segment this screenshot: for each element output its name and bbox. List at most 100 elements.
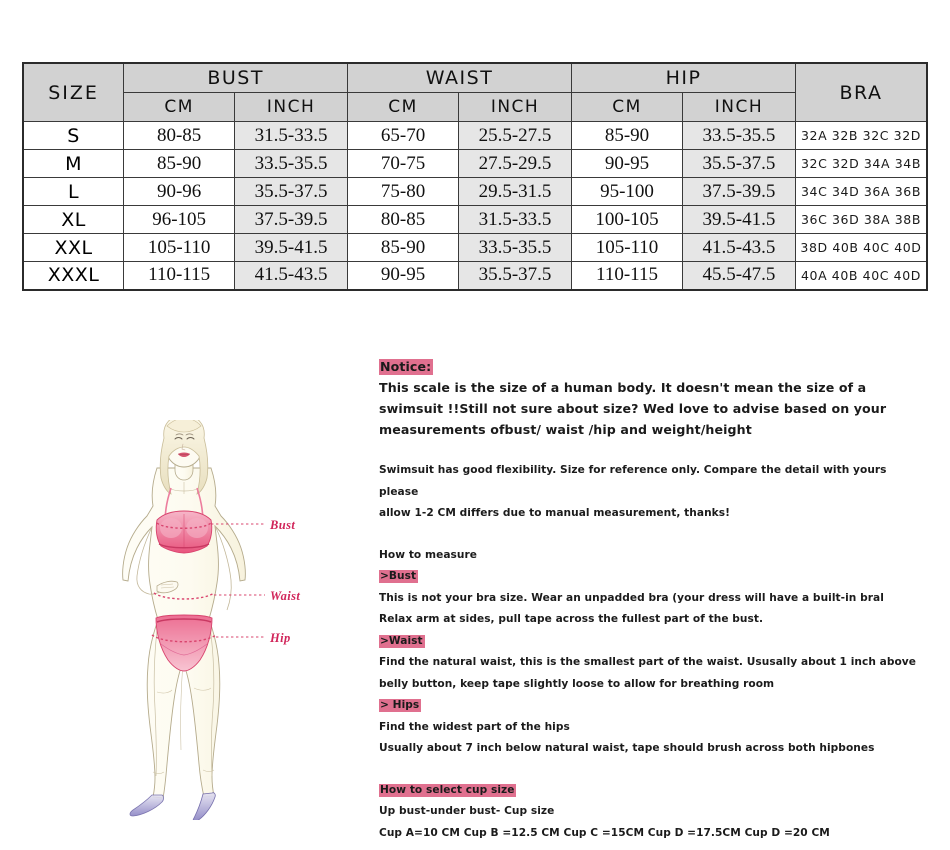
cell-hip-cm: 105-110 [571, 233, 683, 262]
table-row: M 85-90 33.5-35.5 70-75 27.5-29.5 90-95 … [22, 149, 928, 178]
cell-waist-inch: 25.5-27.5 [458, 121, 573, 150]
cell-waist-cm: 70-75 [347, 149, 460, 178]
cell-size: XXXL [22, 261, 125, 290]
notice-heading-row: Notice: [379, 356, 924, 377]
cell-waist-cm: 75-80 [347, 177, 460, 206]
col-header-size: SIZE [22, 62, 125, 122]
col-header-waist: WAIST [347, 62, 573, 93]
cup-line-1: Up bust-under bust- Cup size [379, 805, 555, 817]
cup-heading-row: How to select cup size [379, 780, 924, 802]
notice-line-3: measurements ofbust/ waist /hip and weig… [379, 422, 752, 437]
cell-hip-cm: 90-95 [571, 149, 683, 178]
flexibility-line-2: allow 1-2 CM differs due to manual measu… [379, 507, 730, 519]
cell-size: M [22, 149, 125, 178]
cell-waist-inch: 29.5-31.5 [458, 177, 573, 206]
cup-line-2: Cup A=10 CM Cup B =12.5 CM Cup C =15CM C… [379, 826, 830, 839]
cell-bra: 40A 40B 40C 40D [794, 261, 928, 290]
bust-line-1: This is not your bra size. Wear an unpad… [379, 591, 884, 604]
col-header-bust: BUST [123, 62, 349, 93]
cell-bust-inch: 33.5-35.5 [234, 149, 349, 178]
cell-waist-cm: 90-95 [347, 261, 460, 290]
cell-bra: 32A 32B 32C 32D [794, 121, 928, 150]
notice-line-1: This scale is the size of a human body. … [379, 380, 867, 395]
figure-shoes [129, 792, 216, 820]
bust-heading-row: >Bust [379, 566, 924, 588]
bust-section-heading: >Bust [379, 570, 419, 583]
cup-size-heading: How to select cup size [379, 783, 517, 797]
cell-bust-inch: 41.5-43.5 [234, 261, 349, 290]
cell-bust-cm: 110-115 [123, 261, 236, 290]
cell-bra: 32C 32D 34A 34B [794, 149, 928, 178]
table-row: XXL 105-110 39.5-41.5 85-90 33.5-35.5 10… [22, 233, 928, 262]
figure-bikini-bottom [155, 614, 213, 672]
size-chart-table: SIZE BUST WAIST HIP BRA CM INCH CM INCH … [22, 62, 928, 291]
cell-waist-inch: 35.5-37.5 [458, 261, 573, 290]
cell-bust-inch: 37.5-39.5 [234, 205, 349, 234]
cell-waist-cm: 85-90 [347, 233, 460, 262]
body-measurement-illustration: Bust Waist Hip [95, 420, 310, 820]
cell-bust-inch: 39.5-41.5 [234, 233, 349, 262]
cell-bust-cm: 96-105 [123, 205, 236, 234]
hips-line-1: Find the widest part of the hips [379, 720, 570, 733]
table-header-group-row: SIZE BUST WAIST HIP BRA [22, 62, 928, 122]
figure-body [122, 420, 246, 799]
cell-size: L [22, 177, 125, 206]
cell-hip-cm: 100-105 [571, 205, 683, 234]
label-waist: Waist [270, 589, 300, 603]
label-bust: Bust [269, 518, 295, 532]
col-subheader-bust-cm: CM [123, 92, 236, 122]
waist-line-1: Find the natural waist, this is the smal… [379, 656, 916, 668]
cell-bust-inch: 31.5-33.5 [234, 121, 349, 150]
flexibility-line-1: Swimsuit has good flexibility. Size for … [379, 464, 887, 498]
cell-hip-cm: 85-90 [571, 121, 683, 150]
female-figure-svg: Bust Waist Hip [122, 420, 300, 820]
col-header-bra: BRA [794, 62, 928, 122]
cell-size: XXL [22, 233, 125, 262]
cell-bra: 38D 40B 40C 40D [794, 233, 928, 262]
cell-waist-inch: 31.5-33.5 [458, 205, 573, 234]
waist-line-2: belly button, keep tape slightly loose t… [379, 677, 775, 690]
table-row: XXXL 110-115 41.5-43.5 90-95 35.5-37.5 1… [22, 261, 928, 290]
cell-hip-cm: 95-100 [571, 177, 683, 206]
cell-waist-cm: 80-85 [347, 205, 460, 234]
notice-text-panel: Notice: This scale is the size of a huma… [379, 356, 924, 844]
cell-bust-cm: 105-110 [123, 233, 236, 262]
spacer [379, 440, 924, 460]
waist-section-heading: >Waist [379, 634, 425, 648]
cell-waist-inch: 33.5-35.5 [458, 233, 573, 262]
table-body: S 80-85 31.5-33.5 65-70 25.5-27.5 85-90 … [22, 121, 928, 290]
cell-waist-cm: 65-70 [347, 121, 460, 150]
table-row: S 80-85 31.5-33.5 65-70 25.5-27.5 85-90 … [22, 121, 928, 150]
hips-section-heading: > Hips [379, 699, 422, 712]
cell-bust-cm: 80-85 [123, 121, 236, 150]
measurement-tapes [151, 522, 217, 643]
col-subheader-bust-inch: INCH [234, 92, 349, 122]
cell-bust-cm: 90-96 [123, 177, 236, 206]
spacer [379, 525, 924, 545]
cell-hip-inch: 39.5-41.5 [681, 205, 796, 234]
notice-heading: Notice: [379, 359, 434, 375]
size-chart-table-container: SIZE BUST WAIST HIP BRA CM INCH CM INCH … [22, 62, 928, 291]
measurement-leader-lines [211, 523, 265, 638]
table-row: XL 96-105 37.5-39.5 80-85 31.5-33.5 100-… [22, 205, 928, 234]
cell-bra: 34C 34D 36A 36B [794, 177, 928, 206]
cell-hip-inch: 37.5-39.5 [681, 177, 796, 206]
notice-line-2: swimsuit !!Still not sure about size? We… [379, 401, 887, 416]
cell-hip-inch: 45.5-47.5 [681, 261, 796, 290]
waist-heading-row: >Waist [379, 631, 924, 653]
how-to-measure-heading: How to measure [379, 548, 477, 561]
table-header-sub-row: CM INCH CM INCH CM INCH [23, 92, 927, 122]
cell-bust-cm: 85-90 [123, 149, 236, 178]
col-subheader-hip-cm: CM [571, 92, 683, 122]
cell-waist-inch: 27.5-29.5 [458, 149, 573, 178]
col-subheader-waist-inch: INCH [458, 92, 573, 122]
cell-hip-inch: 41.5-43.5 [681, 233, 796, 262]
col-subheader-waist-cm: CM [347, 92, 460, 122]
table-row: L 90-96 35.5-37.5 75-80 29.5-31.5 95-100… [22, 177, 928, 206]
cell-size: S [22, 121, 125, 150]
spacer [379, 760, 924, 780]
col-subheader-hip-inch: INCH [681, 92, 796, 122]
table-header: SIZE BUST WAIST HIP BRA CM INCH CM INCH … [22, 62, 928, 122]
bust-line-2: Relax arm at sides, pull tape across the… [379, 613, 764, 625]
cell-bust-inch: 35.5-37.5 [234, 177, 349, 206]
